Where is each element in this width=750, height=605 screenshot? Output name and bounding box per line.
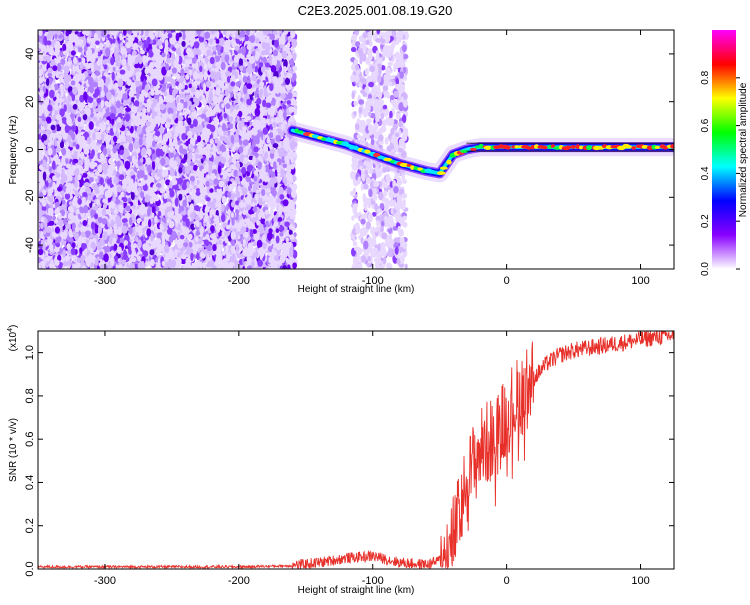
noise-speckle xyxy=(38,30,409,269)
figure-title: C2E3.2025.001.08.19.G20 xyxy=(298,3,453,18)
noise-dot xyxy=(276,176,282,183)
noise-dot xyxy=(192,164,198,171)
noise-dot xyxy=(236,252,241,259)
noise-dot xyxy=(106,33,110,39)
